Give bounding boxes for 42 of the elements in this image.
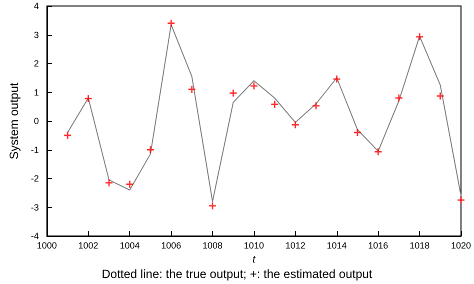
y-tick-label: 1: [34, 87, 39, 98]
point: [333, 76, 340, 83]
point: [250, 82, 258, 90]
point: [168, 20, 175, 27]
x-tick-label: 1016: [368, 240, 388, 250]
point: [312, 102, 320, 110]
x-tick-label: 1006: [161, 240, 182, 250]
point: [292, 121, 299, 128]
point: [457, 196, 464, 204]
x-tick-label: 1008: [202, 240, 223, 250]
y-tick-label: -1: [30, 144, 39, 155]
point: [395, 94, 402, 102]
y-tick-label: 2: [34, 58, 39, 68]
point: [436, 92, 444, 100]
y-axis-title: System output: [7, 82, 21, 160]
point: [230, 90, 237, 97]
x-tick-label: 1010: [244, 240, 264, 250]
point: [374, 148, 382, 156]
point: [209, 202, 216, 210]
x-tick-label: 1020: [450, 240, 472, 250]
text: Dotted line: the true output; +: the estimated output: [102, 267, 373, 281]
point: [188, 86, 196, 93]
x-tick-label: 1004: [120, 240, 140, 250]
point: [271, 100, 278, 108]
point: [126, 180, 134, 188]
x-axis-title: t: [252, 254, 257, 266]
x-tick-label: 1014: [326, 240, 347, 250]
y-tick-label: 0: [34, 116, 39, 126]
y-tick-label: -2: [30, 174, 39, 184]
point: [416, 33, 424, 40]
x-tick-label: 1012: [285, 240, 306, 250]
point: [84, 95, 92, 102]
y-tick-label: -4: [30, 231, 39, 241]
point: [146, 146, 154, 154]
point: [64, 132, 72, 139]
y-tick-label: -3: [30, 202, 39, 212]
x-tick-label: 1000: [36, 240, 57, 250]
point: [106, 179, 113, 186]
y-tick-label: 4: [34, 1, 39, 11]
x-tick-label: 1018: [410, 240, 430, 250]
x-tick-label: 1002: [78, 240, 98, 250]
y-tick-label: 3: [34, 30, 39, 40]
